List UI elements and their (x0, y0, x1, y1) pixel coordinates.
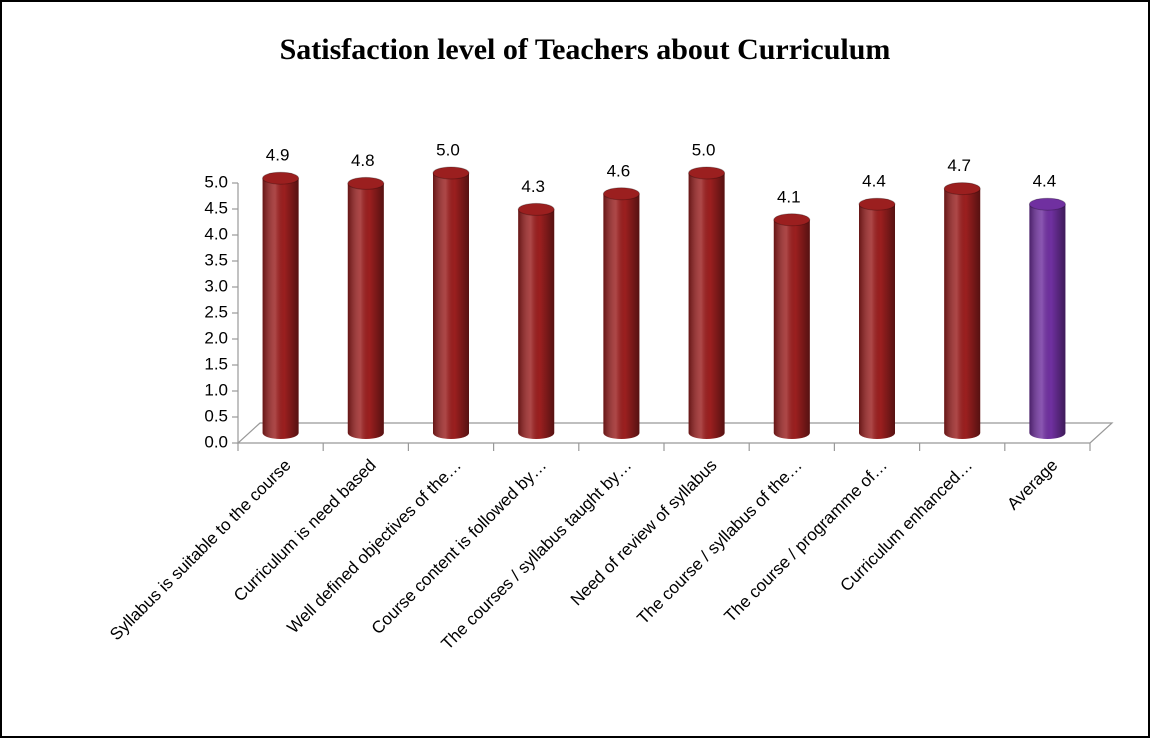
bar-top (858, 197, 896, 211)
y-tick-label: 3.0 (204, 276, 228, 295)
value-label: 4.3 (521, 177, 545, 196)
y-tick-label: 5.0 (204, 172, 228, 191)
bar-top (602, 187, 640, 201)
bar-top (773, 213, 811, 227)
value-label: 4.9 (266, 146, 290, 165)
bar-shade (433, 173, 469, 439)
bar-top (688, 166, 726, 180)
y-tick-label: 1.0 (204, 380, 228, 399)
value-label: 5.0 (436, 140, 460, 159)
y-tick-label: 2.5 (204, 302, 228, 321)
bar-top (943, 182, 981, 196)
y-tick-label: 4.5 (204, 198, 228, 217)
value-label: 5.0 (692, 140, 716, 159)
bar-shade (262, 178, 299, 440)
bar-shade (518, 209, 555, 440)
value-label: 4.7 (947, 156, 971, 175)
value-label: 4.1 (777, 187, 801, 206)
bar-shade (347, 183, 384, 440)
value-label: 4.6 (607, 161, 631, 180)
bar-shade (603, 193, 640, 440)
bar-top (1028, 197, 1066, 211)
floor (236, 422, 1114, 444)
bar-top (432, 166, 470, 180)
value-label: 4.4 (862, 172, 886, 191)
bar-top (347, 176, 385, 190)
chart-title: Satisfaction level of Teachers about Cur… (280, 33, 891, 66)
bar-shade (859, 204, 895, 439)
bar-top (262, 171, 300, 185)
bar-top (517, 202, 555, 216)
bar-shade (1029, 204, 1066, 440)
y-tick-label: 1.5 (204, 354, 228, 373)
y-tick-label: 0.5 (204, 406, 228, 425)
value-label: 4.4 (1033, 172, 1057, 191)
y-tick-label: 0.0 (204, 432, 228, 451)
y-tick-label: 2.0 (204, 328, 228, 347)
bar-shade (944, 188, 981, 440)
value-label: 4.8 (351, 151, 375, 170)
y-tick-label: 3.5 (204, 250, 228, 269)
y-tick-label: 4.0 (204, 224, 228, 243)
bar-shade (688, 173, 725, 440)
bar-shade (773, 219, 810, 440)
